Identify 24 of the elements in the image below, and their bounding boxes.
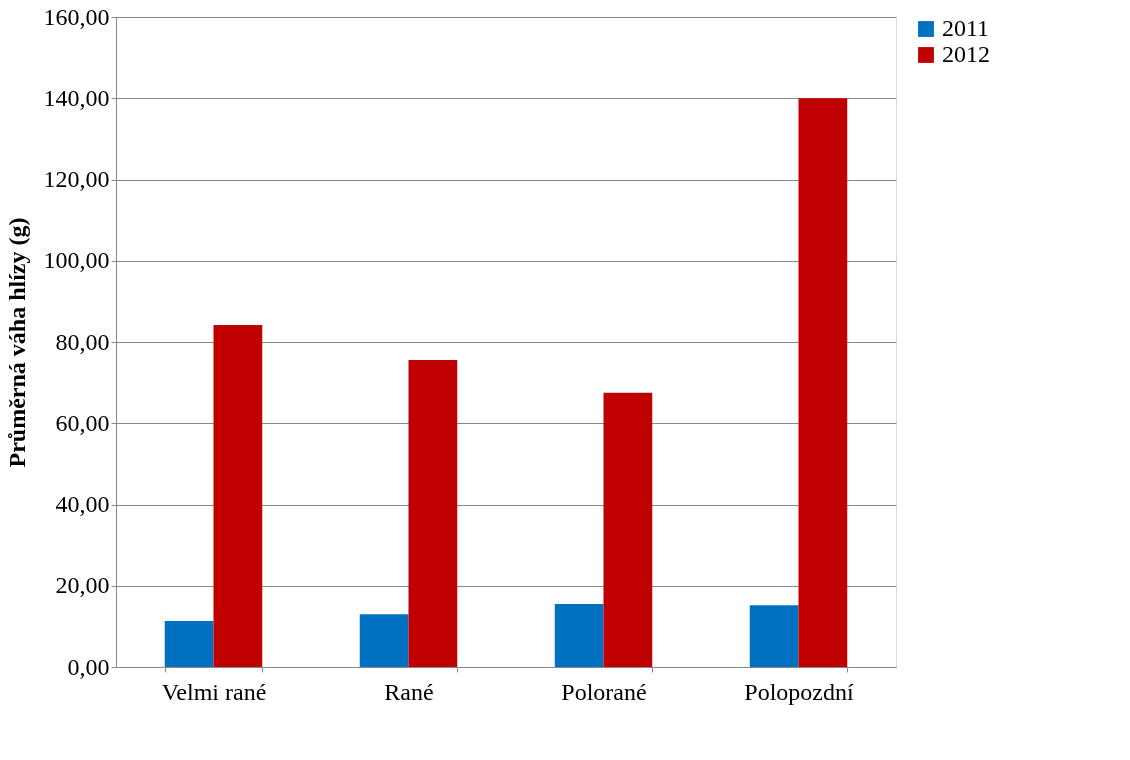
x-tick-label: Polopozdní [744,678,854,705]
y-tick-label: 0,00 [67,653,110,680]
legend-label: 2012 [942,41,990,67]
y-tick-label: 60,00 [55,409,110,436]
y-tick-label: 80,00 [55,328,110,355]
bar [554,604,604,667]
y-axis-title: Průměrná váha hlízy (g) [3,217,30,468]
y-tick-label: 20,00 [55,572,110,599]
bar [798,98,848,667]
x-tick-label: Polorané [561,678,647,705]
y-tick-label: 120,00 [43,166,110,192]
legend-label: 2011 [942,15,990,41]
y-tick-label: 100,00 [43,247,110,274]
y-tick-label: 140,00 [43,84,110,111]
bar [749,605,799,667]
x-tick-label: Rané [384,678,434,705]
bar [408,359,458,667]
bar [603,392,653,667]
bar [213,324,263,667]
x-tick-label: Velmi rané [161,678,267,705]
bar [164,621,214,667]
bar [359,614,409,667]
y-tick-label: 40,00 [55,491,110,517]
y-tick-label: 160,00 [43,3,110,30]
